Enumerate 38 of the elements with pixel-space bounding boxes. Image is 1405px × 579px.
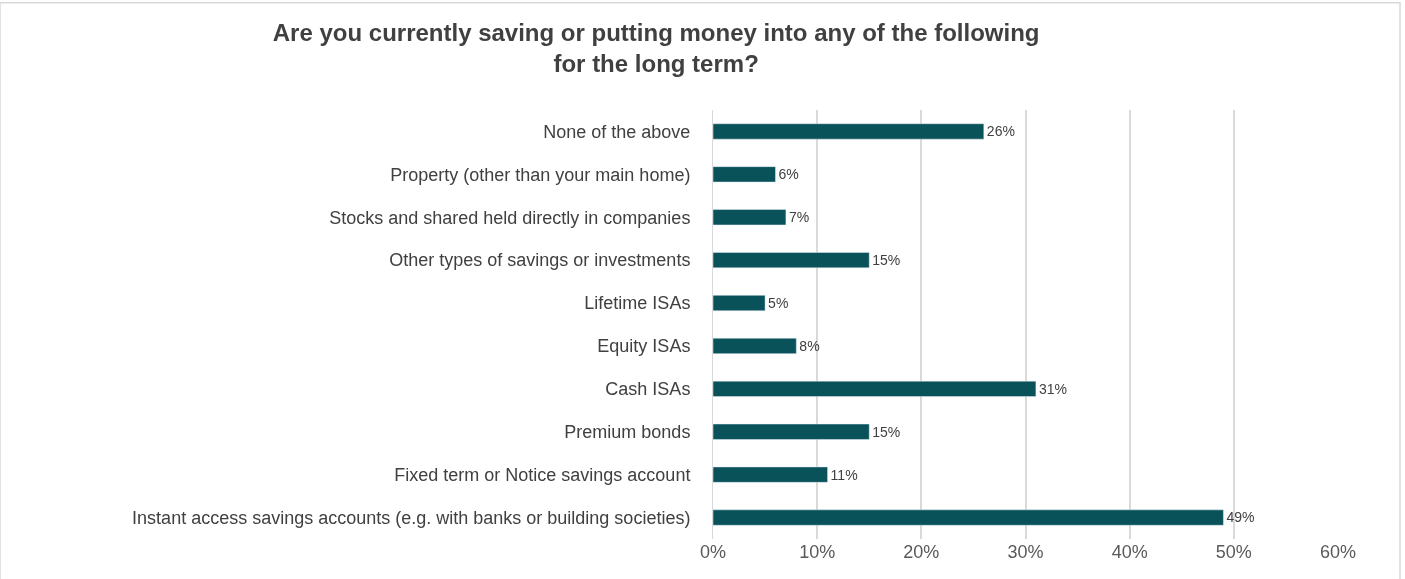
y-tick-label: Fixed term or Notice savings account	[394, 464, 691, 485]
data-label: 31%	[1038, 380, 1067, 397]
bar	[713, 337, 797, 354]
bar	[713, 509, 1224, 526]
bar	[713, 166, 776, 183]
y-tick-label: None of the above	[543, 121, 691, 142]
y-tick-label: Property (other than your main home)	[390, 164, 691, 185]
y-tick-label: Equity ISAs	[597, 336, 691, 357]
data-label: 15%	[872, 252, 901, 269]
x-tick-label: 0%	[699, 542, 727, 562]
bar	[713, 123, 985, 140]
y-tick-label: Instant access savings accounts (e.g. with banks or building societies)	[132, 507, 691, 528]
y-tick-label: Stocks and shared held directly in companies	[329, 207, 691, 228]
bar	[713, 209, 787, 226]
y-tick-label: Premium bonds	[564, 422, 691, 443]
x-tick-label: 30%	[1007, 542, 1044, 562]
bar	[713, 252, 870, 269]
x-tick-label: 40%	[1111, 542, 1148, 562]
y-tick-label: Other types of savings or investments	[389, 250, 691, 271]
data-label: 7%	[788, 209, 810, 226]
data-label: 11%	[830, 466, 858, 483]
data-label: 15%	[872, 423, 901, 440]
y-tick-label: Lifetime ISAs	[584, 293, 691, 314]
data-label: 5%	[768, 294, 789, 311]
data-label: 49%	[1226, 509, 1255, 526]
bar	[713, 466, 828, 483]
x-tick-label: 10%	[799, 542, 836, 562]
chart-title: Are you currently saving or putting money into any of the following for the long term?	[272, 18, 1040, 77]
data-label: 8%	[799, 337, 820, 354]
data-label: 26%	[986, 123, 1015, 140]
x-tick-label: 20%	[903, 542, 940, 562]
bar	[713, 380, 1037, 397]
x-tick-label: 60%	[1319, 542, 1357, 562]
bar	[713, 423, 870, 440]
bar	[713, 295, 766, 312]
y-tick-label: Cash ISAs	[605, 379, 691, 400]
data-label: 6%	[778, 166, 799, 183]
x-tick-label: 50%	[1215, 542, 1252, 562]
